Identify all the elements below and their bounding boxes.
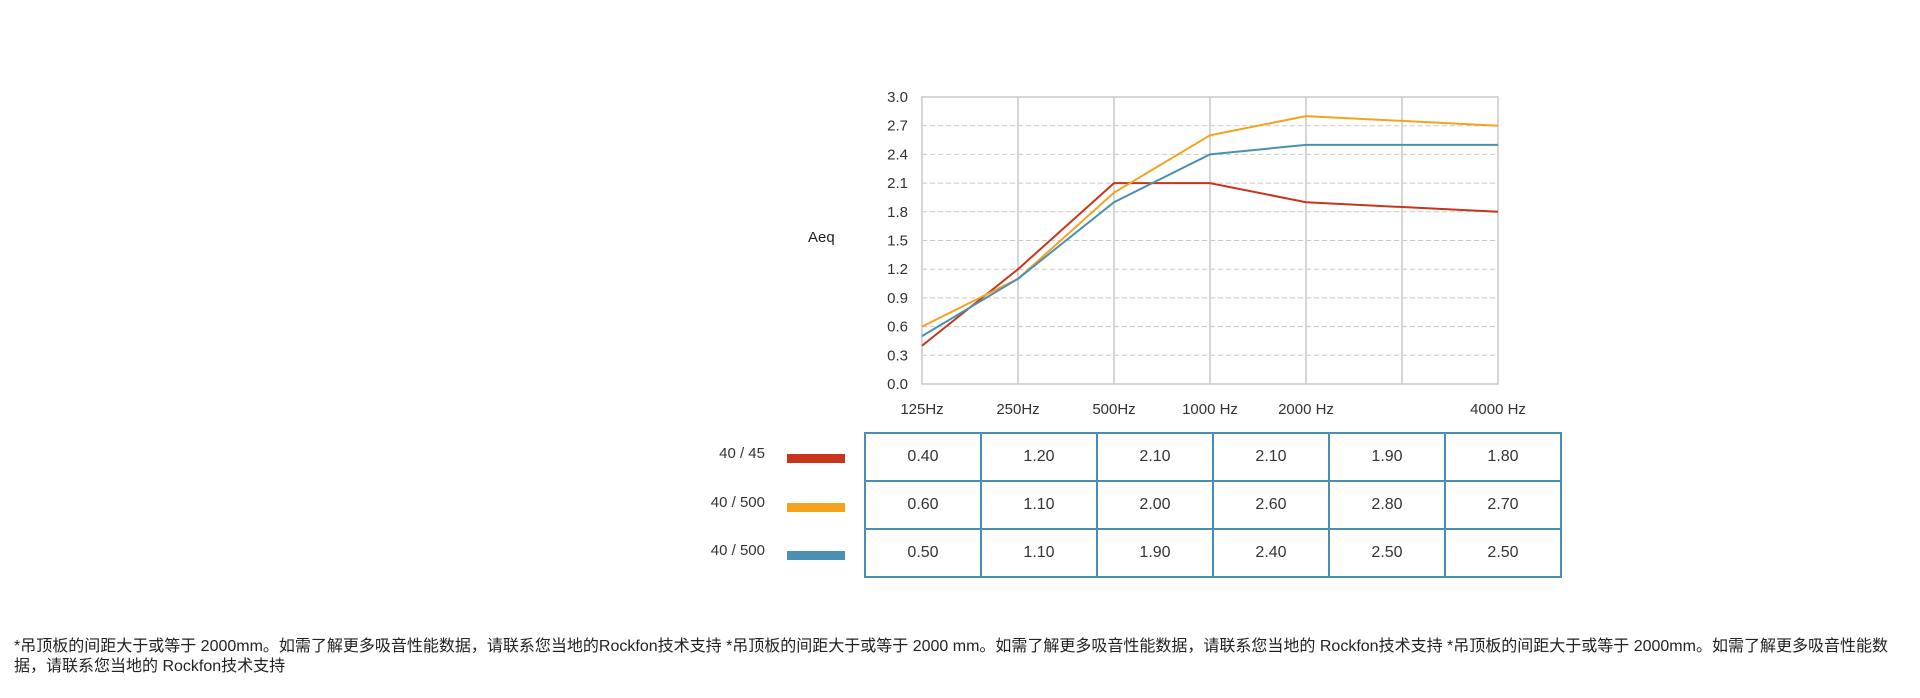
y-tick-label: 1.8 xyxy=(887,204,908,221)
x-tick-label: 4000 Hz xyxy=(1470,401,1526,418)
series-lines xyxy=(921,115,1499,347)
x-tick-label: 1000 Hz xyxy=(1182,401,1238,418)
table-cell: 0.50 xyxy=(864,528,982,578)
series-line xyxy=(921,182,1499,347)
legend-label: 40 / 45 xyxy=(719,445,765,462)
table-cell: 2.70 xyxy=(1444,480,1562,530)
y-tick-label: 0.6 xyxy=(887,319,908,336)
table-cell: 2.80 xyxy=(1328,480,1446,530)
table-cell: 2.00 xyxy=(1096,480,1214,530)
series-line xyxy=(921,143,1498,338)
legend-item-3: 40 / 500 xyxy=(690,542,860,572)
y-tick-label: 0.9 xyxy=(887,290,908,307)
legend-label: 40 / 500 xyxy=(710,542,765,559)
y-tick-label: 2.7 xyxy=(887,118,908,135)
legend-swatch xyxy=(787,551,845,560)
x-tick-label: 250Hz xyxy=(996,401,1039,418)
values-table: 0.40 1.20 2.10 2.10 1.90 1.80 0.60 1.10 2.00 2.60… xyxy=(864,432,1562,578)
chart-grid xyxy=(921,96,1499,385)
table-cell: 1.10 xyxy=(980,528,1098,578)
table-cell: 0.60 xyxy=(864,480,982,530)
legend-item-2: 40 / 500 xyxy=(690,494,860,524)
legend-label: 40 / 500 xyxy=(710,494,765,511)
y-axis-ticks: 0.0 0.3 0.6 0.9 1.2 1.5 1.8 2.1 2.4 2.7 3.0 xyxy=(887,89,908,393)
x-tick-label: 2000 Hz xyxy=(1278,401,1334,418)
x-axis-ticks: 125Hz 250Hz 500Hz 1000 Hz 2000 Hz 4000 Hz xyxy=(900,401,1526,418)
legend-swatch xyxy=(787,454,845,463)
y-tick-label: 1.5 xyxy=(887,233,908,250)
y-tick-label: 0.0 xyxy=(887,376,908,393)
table-row: 0.60 1.10 2.00 2.60 2.80 2.70 xyxy=(864,480,1562,530)
table-row: 0.40 1.20 2.10 2.10 1.90 1.80 xyxy=(864,432,1562,482)
table-cell: 2.10 xyxy=(1212,432,1330,482)
y-axis-label: Aeq xyxy=(808,229,835,246)
table-cell: 1.90 xyxy=(1328,432,1446,482)
x-tick-label: 500Hz xyxy=(1092,401,1135,418)
table-cell: 2.60 xyxy=(1212,480,1330,530)
table-row: 0.50 1.10 1.90 2.40 2.50 2.50 xyxy=(864,528,1562,578)
legend-item-1: 40 / 45 xyxy=(690,445,860,475)
y-tick-label: 0.3 xyxy=(887,347,908,364)
table-cell: 1.90 xyxy=(1096,528,1214,578)
table-cell: 2.50 xyxy=(1444,528,1562,578)
x-tick-label: 125Hz xyxy=(900,401,943,418)
table-cell: 0.40 xyxy=(864,432,982,482)
footnote: *吊顶板的间距大于或等于 2000mm。如需了解更多吸音性能数据，请联系您当地的… xyxy=(14,638,1888,675)
y-tick-label: 2.1 xyxy=(887,175,908,192)
y-tick-label: 3.0 xyxy=(887,89,908,106)
table-cell: 2.40 xyxy=(1212,528,1330,578)
table-cell: 2.10 xyxy=(1096,432,1214,482)
table-cell: 1.10 xyxy=(980,480,1098,530)
series-line xyxy=(921,115,1499,328)
table-cell: 2.50 xyxy=(1328,528,1446,578)
table-cell: 1.80 xyxy=(1444,432,1562,482)
table-cell: 1.20 xyxy=(980,432,1098,482)
y-tick-label: 1.2 xyxy=(887,261,908,278)
y-tick-label: 2.4 xyxy=(887,146,908,163)
legend-swatch xyxy=(787,503,845,512)
